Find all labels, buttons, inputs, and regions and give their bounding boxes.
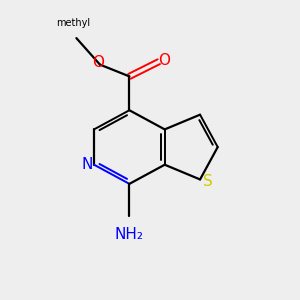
Text: S: S: [203, 174, 213, 189]
Text: methyl: methyl: [56, 18, 91, 28]
Text: O: O: [92, 55, 104, 70]
Text: NH₂: NH₂: [115, 226, 144, 242]
Text: O: O: [158, 53, 170, 68]
Text: N: N: [82, 157, 93, 172]
